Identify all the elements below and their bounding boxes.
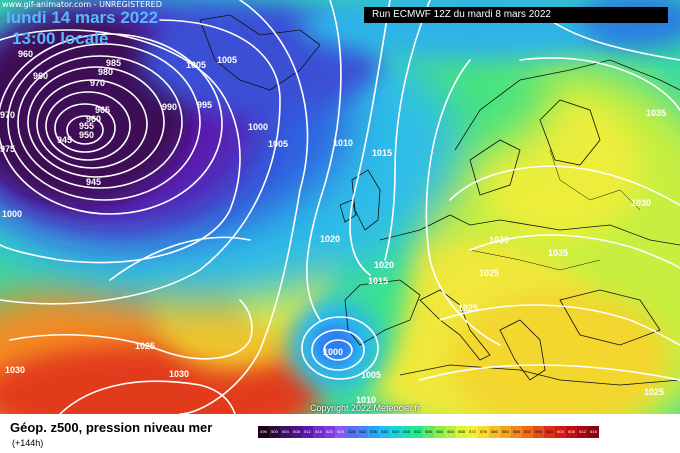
pressure-label: 965: [95, 105, 110, 115]
scale-swatch: 576: [478, 426, 489, 438]
color-scale: 496 500 504 508 512 516 520 524 528 532 536 540 544 5…: [258, 426, 599, 438]
pressure-label: 1020: [320, 234, 340, 244]
pressure-label: 1010: [333, 138, 353, 148]
legend-footer: Géop. z500, pression niveau mer (+144h) …: [0, 414, 680, 453]
pressure-label: 960: [86, 114, 101, 124]
pressure-label: 1025: [458, 303, 478, 313]
pressure-label: 1035: [548, 248, 568, 258]
pressure-label: 1000: [323, 347, 343, 357]
pressure-label: 985: [106, 58, 121, 68]
pressure-label: 1015: [372, 148, 392, 158]
pressure-label: 1035: [646, 108, 666, 118]
copyright: Copyright 2022 Meteociel.fr: [310, 403, 421, 413]
pressure-map: 960 960 985 980 970 965 960 955 950 945 …: [0, 0, 680, 414]
scale-swatch: 572: [467, 426, 478, 438]
scale-swatch: 568: [456, 426, 467, 438]
pressure-label: 1025: [644, 387, 664, 397]
pressure-label: 975: [0, 144, 15, 154]
pressure-label: 970: [0, 110, 15, 120]
pressure-label: 955: [79, 121, 94, 131]
forecast-date: lundi 14 mars 2022: [6, 8, 159, 27]
scale-swatch: 496: [258, 426, 269, 438]
pressure-label: 1020: [374, 260, 394, 270]
pressure-label: 945: [57, 135, 72, 145]
scale-swatch: 508: [291, 426, 302, 438]
pressure-label: 945: [86, 177, 101, 187]
forecast-lead: (+144h): [12, 438, 44, 448]
scale-swatch: 532: [357, 426, 368, 438]
scale-swatch: 552: [412, 426, 423, 438]
scale-swatch: 612: [577, 426, 588, 438]
scale-swatch: 540: [379, 426, 390, 438]
scale-swatch: 584: [500, 426, 511, 438]
pressure-label: 1030: [631, 198, 651, 208]
isobars: [0, 0, 680, 414]
pressure-labels: 960 960 985 980 970 965 960 955 950 945 …: [0, 49, 666, 405]
scale-swatch: 592: [522, 426, 533, 438]
pressure-label: 990: [162, 102, 177, 112]
pressure-label: 1000: [248, 122, 268, 132]
pressure-label: 1005: [217, 55, 237, 65]
scale-swatch: 500: [269, 426, 280, 438]
scale-swatch: 616: [588, 426, 599, 438]
scale-swatch: 564: [445, 426, 456, 438]
pressure-label: 1030: [489, 235, 509, 245]
scale-swatch: 556: [423, 426, 434, 438]
model-run-label: Run ECMWF 12Z du mardi 8 mars 2022: [364, 7, 668, 23]
pressure-label: 960: [18, 49, 33, 59]
forecast-time: 13:00 locale: [12, 29, 109, 48]
pressure-label: 1005: [186, 60, 206, 70]
pressure-label: 1025: [479, 268, 499, 278]
scale-swatch: 512: [302, 426, 313, 438]
pressure-label: 1000: [2, 209, 22, 219]
scale-swatch: 588: [511, 426, 522, 438]
pressure-label: 960: [33, 71, 48, 81]
pressure-label: 1030: [5, 365, 25, 375]
scale-swatch: 580: [489, 426, 500, 438]
pressure-label: 1015: [368, 276, 388, 286]
scale-swatch: 604: [555, 426, 566, 438]
scale-swatch: 528: [346, 426, 357, 438]
coastlines: [199, 14, 680, 386]
scale-swatch: 524: [335, 426, 346, 438]
scale-swatch: 504: [280, 426, 291, 438]
pressure-label: 1005: [361, 370, 381, 380]
pressure-label: 950: [79, 130, 94, 140]
pressure-label: 1030: [169, 369, 189, 379]
scale-swatch: 520: [324, 426, 335, 438]
pressure-label: 1010: [356, 395, 376, 405]
map-title: Géop. z500, pression niveau mer: [10, 420, 213, 435]
scale-swatch: 560: [434, 426, 445, 438]
scale-swatch: 544: [390, 426, 401, 438]
scale-swatch: 608: [566, 426, 577, 438]
watermark: www.gif-animator.com - UNREGISTERED: [2, 0, 162, 9]
pressure-label: 980: [98, 67, 113, 77]
pressure-label: 970: [90, 78, 105, 88]
pressure-label: 1005: [268, 139, 288, 149]
scale-swatch: 536: [368, 426, 379, 438]
scale-swatch: 596: [533, 426, 544, 438]
scale-swatch: 548: [401, 426, 412, 438]
scale-swatch: 516: [313, 426, 324, 438]
scale-swatch: 600: [544, 426, 555, 438]
pressure-label: 1025: [135, 341, 155, 351]
pressure-label: 995: [197, 100, 212, 110]
